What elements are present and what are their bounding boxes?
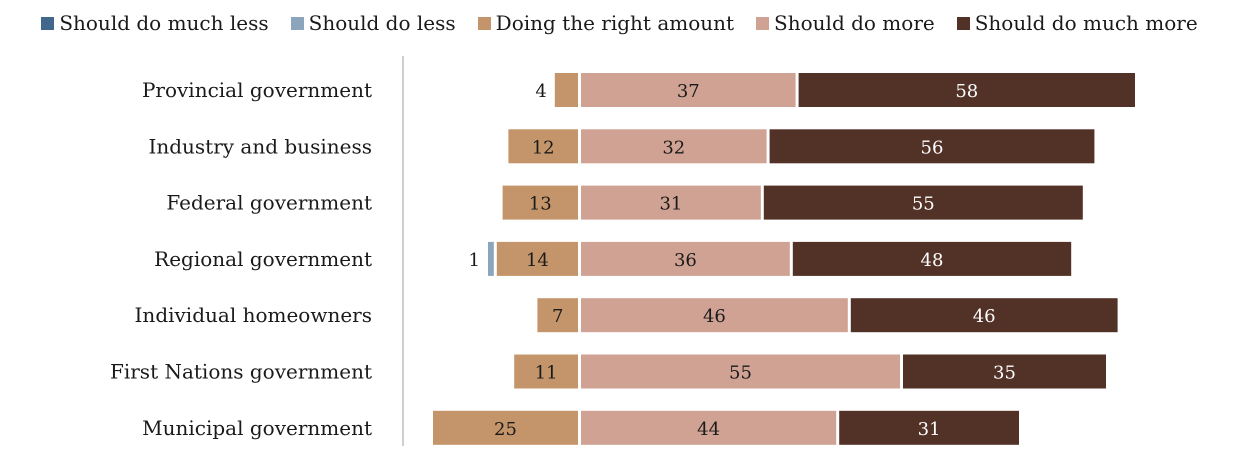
data-label: 46 [703, 306, 726, 327]
bar-segment [581, 410, 837, 445]
legend-label: Should do much less [59, 11, 269, 35]
bar-segment [798, 73, 1135, 107]
category-label: Industry and business [148, 134, 372, 158]
data-label: 31 [659, 194, 682, 215]
category-label: Individual homeowners [135, 303, 372, 327]
data-label: 12 [532, 137, 555, 158]
bar-segment [792, 241, 1072, 276]
data-label: 37 [677, 81, 700, 102]
data-label: 35 [993, 363, 1016, 384]
legend-swatch [477, 16, 491, 30]
bar-segment [537, 298, 578, 333]
bar-segment [581, 129, 767, 164]
bar-segment [903, 354, 1106, 389]
category-label: Regional government [154, 247, 372, 271]
data-label: 13 [529, 194, 552, 215]
legend-label: Doing the right amount [495, 11, 735, 35]
bar-segment [581, 185, 761, 220]
data-label: 11 [535, 363, 558, 384]
data-label: 46 [973, 306, 996, 327]
data-label: 55 [729, 363, 752, 384]
legend-label: Should do less [308, 11, 456, 35]
bar-segment [581, 73, 796, 107]
legend-swatch [756, 16, 770, 30]
bar-segment [581, 241, 790, 276]
bar-segment [839, 410, 1019, 445]
bar-segment [581, 298, 848, 333]
bar-segment [488, 241, 494, 276]
bar-segment [850, 298, 1118, 333]
bar-segment [433, 410, 578, 445]
bar-segment [514, 354, 578, 389]
category-label: Provincial government [142, 78, 372, 102]
data-label: 32 [662, 137, 685, 158]
category-label: Federal government [166, 191, 372, 215]
legend-item: Should do more [756, 11, 935, 35]
data-label: 31 [918, 419, 941, 440]
category-label: First Nations government [110, 360, 372, 384]
data-label: 36 [674, 250, 697, 271]
data-label: 55 [912, 194, 935, 215]
legend-item: Should do much less [41, 11, 269, 35]
data-label: 25 [494, 419, 517, 440]
legend-swatch [956, 16, 970, 30]
data-label: 56 [921, 137, 944, 158]
data-label: 48 [921, 250, 944, 271]
bar-segment [763, 185, 1083, 220]
bar-segment [496, 241, 578, 276]
legend-swatch [290, 16, 304, 30]
data-label: 44 [697, 419, 720, 440]
data-label: 7 [552, 306, 563, 327]
legend-swatch [41, 16, 55, 30]
legend: Should do much less Should do less Doing t… [0, 8, 1239, 38]
legend-item: Should do much more [956, 11, 1198, 35]
data-label: 14 [526, 250, 549, 271]
bar-segment [581, 354, 900, 389]
data-label: 58 [955, 81, 978, 102]
legend-label: Should do more [774, 11, 935, 35]
data-label: 1 [469, 250, 480, 271]
legend-label: Should do much more [974, 11, 1198, 35]
bar-segment [502, 185, 578, 220]
bar-segment [769, 129, 1095, 164]
category-label: Municipal government [142, 416, 372, 440]
data-label: 4 [535, 81, 546, 102]
bar-segment [554, 73, 578, 107]
legend-item: Should do less [290, 11, 456, 35]
legend-item: Doing the right amount [477, 11, 735, 35]
bar-segment [508, 129, 578, 164]
